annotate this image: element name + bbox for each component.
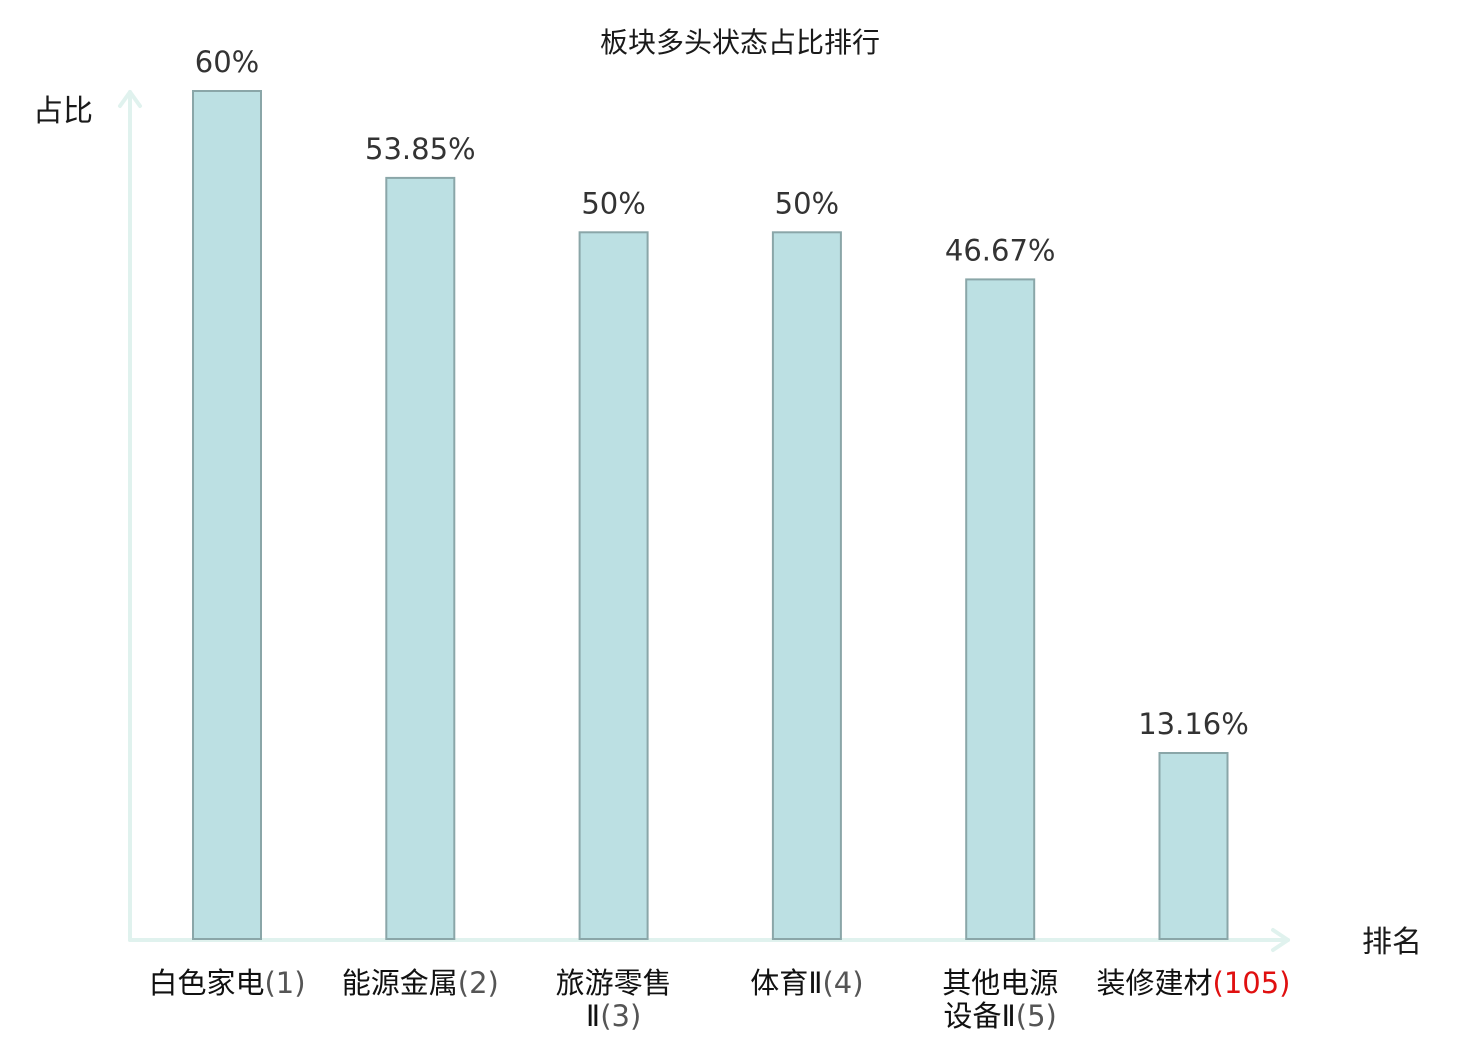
x-axis: 排名 bbox=[128, 925, 1422, 960]
category-label-6: 装修建材(105) bbox=[1097, 966, 1291, 1000]
category-label-2: 能源金属(2) bbox=[342, 966, 499, 1000]
value-label-6: 13.16% bbox=[1138, 707, 1249, 741]
category-rank-1: (1) bbox=[264, 966, 305, 1000]
bar-3 bbox=[578, 231, 649, 941]
category-labels-group: 白色家电(1) 能源金属(2) 旅游零售 Ⅱ(3) 体育Ⅱ(4) 其他电源设备Ⅱ(5) 装修… bbox=[148, 966, 1290, 1033]
value-label-2: 53.85% bbox=[365, 132, 476, 166]
category-label-4: 体育Ⅱ(4) bbox=[750, 966, 863, 1000]
category-label-3: 旅游零售 Ⅱ(3) bbox=[556, 966, 672, 1033]
y-axis-label: 占比 bbox=[33, 94, 93, 129]
x-axis-label: 排名 bbox=[1362, 925, 1422, 960]
y-axis: 占比 bbox=[33, 90, 142, 942]
category-label-5-line-1: 其他电源 bbox=[942, 966, 1058, 1000]
category-label-1: 白色家电(1) bbox=[148, 966, 305, 1000]
value-label-1: 60% bbox=[195, 45, 259, 79]
category-label-4-line-1: 体育Ⅱ bbox=[750, 966, 822, 1000]
category-label-3-line-1: 旅游零售 bbox=[556, 966, 672, 1000]
bar-1 bbox=[192, 90, 262, 940]
bar-6 bbox=[1158, 752, 1229, 940]
value-label-5: 46.67% bbox=[945, 233, 1056, 267]
y-axis-arrow bbox=[118, 90, 142, 108]
category-rank-3: (3) bbox=[600, 999, 641, 1033]
category-label-5: 其他电源设备Ⅱ(5) bbox=[942, 966, 1058, 1033]
bar-2 bbox=[385, 176, 456, 940]
category-rank-2: (2) bbox=[458, 966, 499, 1000]
bars-group bbox=[192, 90, 1229, 941]
category-rank-5: (5) bbox=[1016, 999, 1057, 1033]
category-rank-6: (105) bbox=[1213, 966, 1291, 1000]
chart-title: 板块多头状态占比排行 bbox=[600, 26, 880, 59]
category-rank-4: (4) bbox=[822, 966, 863, 1000]
x-axis-arrow bbox=[1271, 928, 1290, 952]
bar-5 bbox=[965, 278, 1036, 940]
value-labels-group: 60% 53.85% 50% 50% 46.67% 13.16% bbox=[195, 45, 1249, 741]
value-label-3: 50% bbox=[581, 186, 645, 220]
category-label-3-line-2: Ⅱ bbox=[586, 999, 600, 1033]
category-label-2-line-1: 能源金属 bbox=[342, 966, 458, 1000]
category-label-5-line-2: 设备Ⅱ bbox=[944, 999, 1016, 1033]
bar-4 bbox=[771, 231, 842, 941]
category-label-1-line-1: 白色家电 bbox=[148, 966, 264, 1000]
category-label-6-line-1: 装修建材 bbox=[1097, 966, 1213, 1000]
value-label-4: 50% bbox=[775, 186, 839, 220]
